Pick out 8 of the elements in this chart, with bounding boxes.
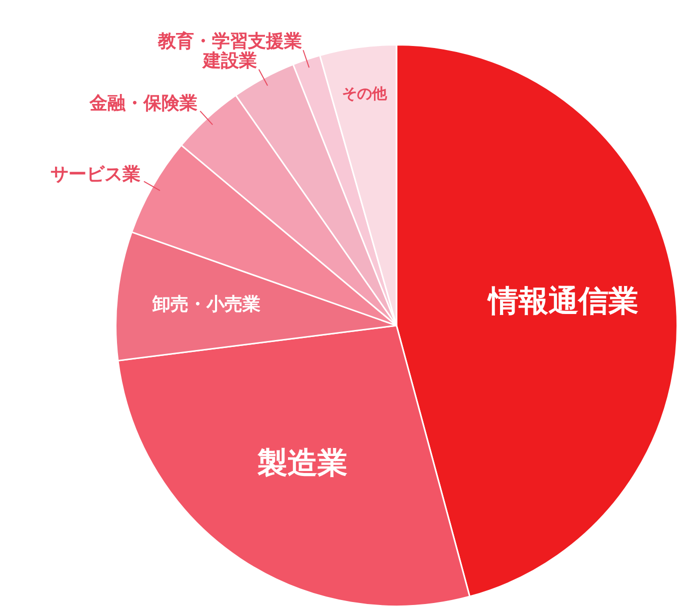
slice-label: 製造業 — [256, 446, 348, 482]
slice-label: 金融・保険業 — [88, 92, 198, 114]
slice-label: 建設業 — [200, 50, 257, 72]
slice-label: 教育・学習支援業 — [156, 30, 302, 52]
slice-label: 情報通信業 — [486, 284, 638, 320]
slice-label: サービス業 — [50, 164, 140, 186]
slice-label: 卸売・小売業 — [152, 294, 261, 315]
slice-label: その他 — [342, 84, 388, 103]
